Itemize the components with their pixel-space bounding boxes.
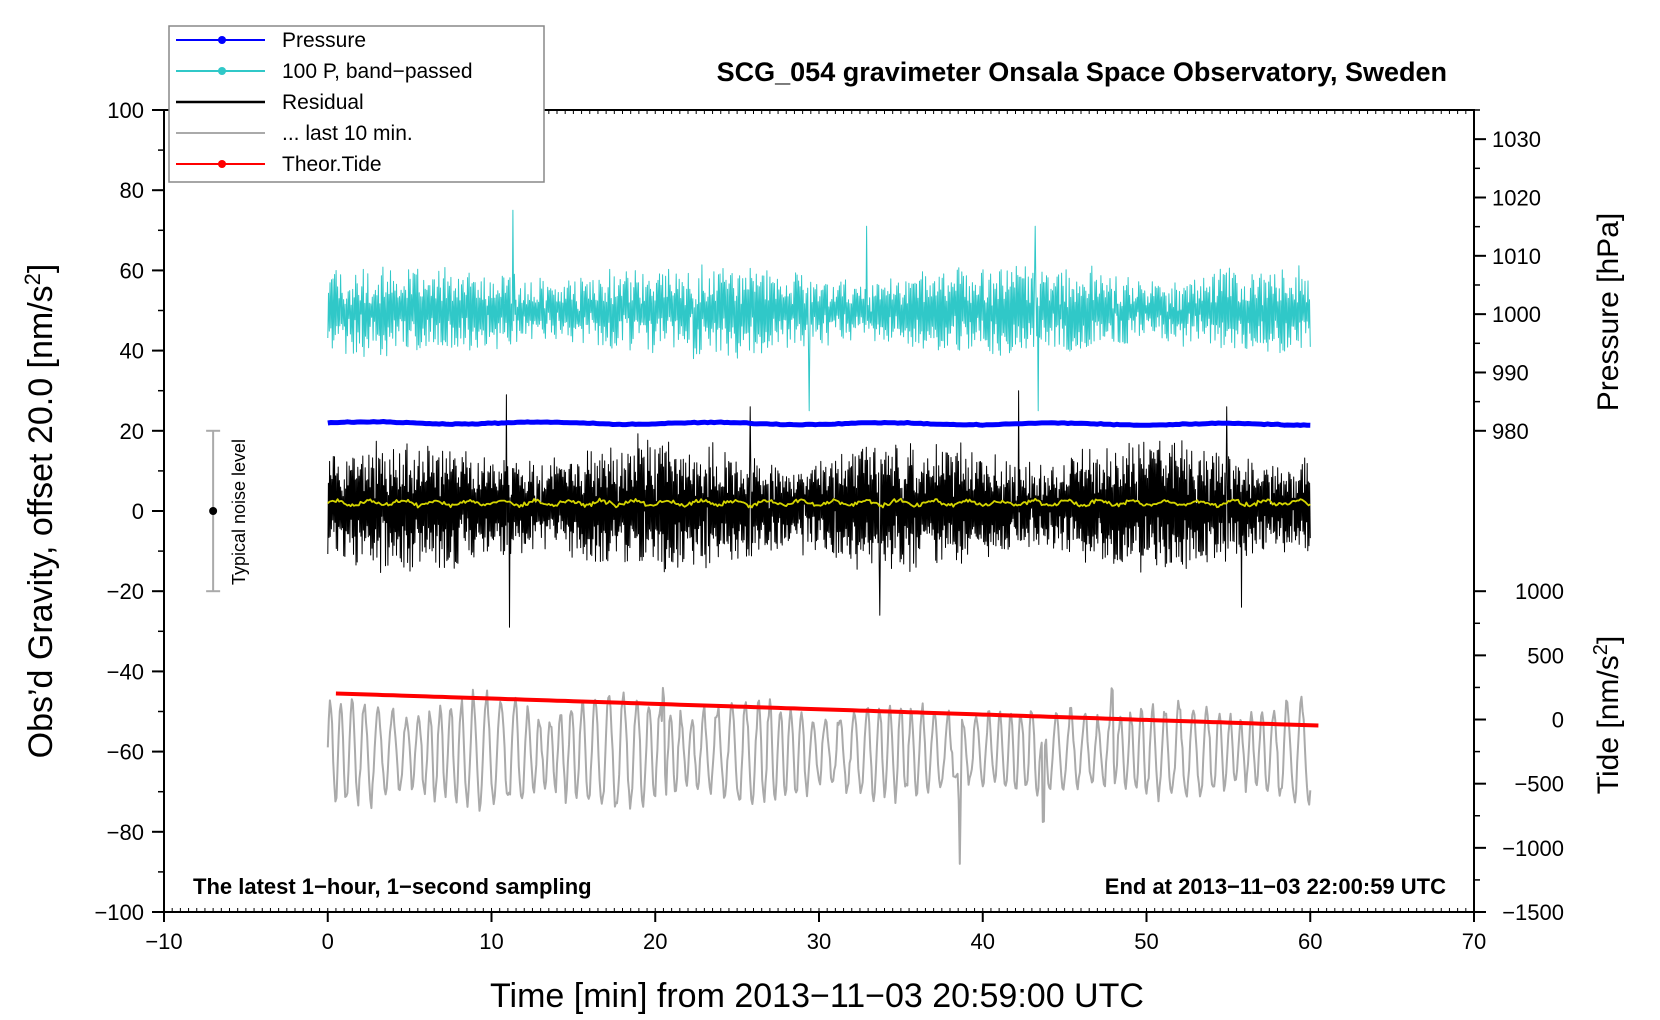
tide-axis-title-main: Tide [nm/s	[1592, 655, 1625, 794]
x-tick-label: 60	[1298, 929, 1322, 954]
x-tick-label: 30	[807, 929, 831, 954]
x-axis-ticks: −10 0 10 20 30 40 50 60 70	[145, 912, 1486, 954]
legend-label: Residual	[282, 91, 364, 114]
pressure-tick-label: 1020	[1492, 185, 1541, 210]
tide-tick-label: 1000	[1515, 579, 1564, 604]
pressure-tick-label: 980	[1492, 419, 1529, 444]
tide-tick-label: −500	[1514, 772, 1564, 797]
pressure-bandpassed-series	[327, 209, 1311, 412]
tide-axis-title-superscript: 2	[1590, 644, 1612, 655]
x-tick-label: 50	[1134, 929, 1158, 954]
legend-label: 100 P, band−passed	[282, 60, 473, 83]
x-axis-title: Time [min] from 2013−11−03 20:59:00 UTC	[490, 977, 1144, 1015]
y-axis-title-superscript: 2	[20, 273, 45, 285]
tide-axis-title: Tide [nm/s2]	[1590, 636, 1625, 794]
tide-axis-ticks: 1000 500 0 −500 −1000 −1500	[1474, 579, 1564, 925]
y-tick-label: −100	[94, 900, 144, 925]
last-10min-series	[326, 686, 1312, 865]
series-layer	[326, 209, 1319, 865]
chart-title: SCG_054 gravimeter Onsala Space Observat…	[717, 57, 1447, 87]
legend-label: ... last 10 min.	[282, 122, 413, 145]
y-tick-label: 0	[132, 499, 144, 524]
tide-tick-label: 500	[1527, 643, 1564, 668]
x-tick-label: 10	[479, 929, 503, 954]
theoretical-tide-series	[335, 691, 1319, 728]
legend-marker	[218, 36, 226, 44]
pressure-tick-label: 1030	[1492, 127, 1541, 152]
legend-box	[168, 25, 545, 183]
pressure-tick-label: 1000	[1492, 302, 1541, 327]
y-tick-label: 60	[120, 258, 144, 283]
y-tick-label: 80	[120, 178, 144, 203]
legend-marker	[218, 67, 226, 75]
y-tick-label: 100	[107, 98, 144, 123]
y-tick-label: −80	[107, 820, 144, 845]
pressure-tick-label: 990	[1492, 360, 1529, 385]
y-axis-title-end: ]	[22, 264, 60, 273]
legend-marker	[218, 160, 226, 168]
noise-level-indicator: Typical noise level	[206, 429, 249, 593]
x-tick-label: −10	[145, 929, 182, 954]
y-tick-label: −60	[107, 740, 144, 765]
legend-label: Pressure	[282, 29, 366, 52]
pressure-axis-ticks: 1030 1020 1010 1000 990 980	[1474, 109, 1541, 444]
tide-tick-label: −1000	[1502, 836, 1564, 861]
residual-series	[327, 390, 1311, 628]
tide-tick-label: 0	[1552, 708, 1564, 733]
sampling-annotation: The latest 1−hour, 1−second sampling	[193, 874, 592, 899]
noise-bar-center-dot	[209, 507, 218, 515]
residual-mean-series	[327, 497, 1311, 509]
noise-level-label: Typical noise level	[229, 439, 249, 585]
pressure-axis-title: Pressure [hPa]	[1592, 213, 1625, 411]
end-time-annotation: End at 2013−11−03 22:00:59 UTC	[1105, 874, 1446, 899]
legend-label: Theor.Tide	[282, 153, 382, 176]
x-tick-label: 70	[1462, 929, 1486, 954]
legend: Pressure 100 P, band−passed Residual ... la…	[168, 25, 545, 183]
x-tick-label: 0	[322, 929, 334, 954]
y-tick-label: 40	[120, 339, 144, 364]
y-axis-title: Obs’d Gravity, offset 20.0 [nm/s2]	[20, 264, 61, 759]
y-axis-title-main: Obs’d Gravity, offset 20.0 [nm/s	[22, 285, 60, 758]
y-axis-ticks: 100 80 60 40 20 0 −20 −40 −60 −80 −100	[94, 98, 164, 925]
tide-axis-title-end: ]	[1592, 636, 1625, 644]
x-tick-label: 20	[643, 929, 667, 954]
x-tick-label: 40	[971, 929, 995, 954]
pressure-series	[327, 419, 1311, 428]
tide-tick-label: −1500	[1502, 900, 1564, 925]
y-tick-label: −40	[107, 659, 144, 684]
y-tick-label: 20	[120, 419, 144, 444]
pressure-tick-label: 1010	[1492, 244, 1541, 269]
legend-entries: Pressure 100 P, band−passed Residual ... la…	[176, 29, 473, 176]
y-tick-label: −20	[107, 579, 144, 604]
